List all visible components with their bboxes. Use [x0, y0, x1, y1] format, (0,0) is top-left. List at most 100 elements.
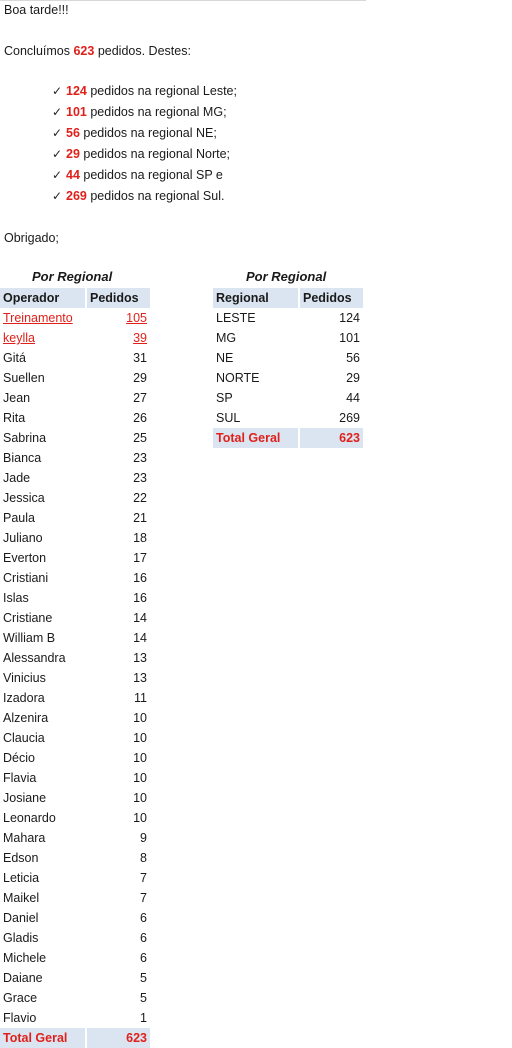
- bullet-item: ✓ 29 pedidos na regional Norte;: [52, 147, 230, 161]
- checkmark-icon: ✓: [52, 126, 63, 140]
- operator-value: 6: [140, 931, 147, 945]
- operator-value: 31: [133, 351, 147, 365]
- operator-row: Sabrina 25: [0, 428, 150, 448]
- region-total-value: 623: [298, 428, 363, 448]
- operator-row: Cristiane 14: [0, 608, 150, 628]
- region-value: 56: [346, 351, 360, 365]
- region-header-name: Regional: [213, 288, 298, 308]
- operator-value[interactable]: 39: [133, 331, 147, 345]
- operator-name: Gladis: [3, 931, 39, 945]
- operator-row: Alzenira 10: [0, 708, 150, 728]
- operator-value: 17: [133, 551, 147, 565]
- bullet-count: 124: [66, 84, 87, 98]
- operator-value: 9: [140, 831, 147, 845]
- intro-suffix: pedidos. Destes:: [97, 44, 191, 58]
- operator-name: Rita: [3, 411, 26, 425]
- bullet-count: 56: [66, 126, 80, 140]
- bullet-count: 29: [66, 147, 80, 161]
- region-name: SUL: [216, 411, 241, 425]
- operator-name: Jessica: [3, 491, 45, 505]
- operator-value: 10: [133, 751, 147, 765]
- operator-row: Suellen 29: [0, 368, 150, 388]
- operator-name: Everton: [3, 551, 47, 565]
- operator-value: 16: [133, 591, 147, 605]
- operator-name: Jade: [3, 471, 31, 485]
- operator-row: Leticia 7: [0, 868, 150, 888]
- operator-name: Claucia: [3, 731, 45, 745]
- bullet-text: pedidos na regional SP e: [83, 168, 223, 182]
- bullet-count: 269: [66, 189, 87, 203]
- checkmark-icon: ✓: [52, 189, 63, 203]
- region-row: NE 56: [213, 348, 363, 368]
- operator-value: 10: [133, 711, 147, 725]
- operator-name: Edson: [3, 851, 39, 865]
- operator-name: Leonardo: [3, 811, 56, 825]
- bullet-count: 101: [66, 105, 87, 119]
- operator-row: Gitá 31: [0, 348, 150, 368]
- region-value: 44: [346, 391, 360, 405]
- operator-value[interactable]: 105: [126, 311, 147, 325]
- operator-name: Jean: [3, 391, 31, 405]
- checkmark-icon: ✓: [52, 105, 63, 119]
- operator-value: 8: [140, 851, 147, 865]
- region-table-caption: Por Regional: [246, 269, 327, 284]
- operator-row: keylla 39: [0, 328, 150, 348]
- region-name: NORTE: [216, 371, 260, 385]
- operator-row: Jessica 22: [0, 488, 150, 508]
- operator-name: Islas: [3, 591, 29, 605]
- operator-total-label: Total Geral: [0, 1028, 85, 1048]
- checkmark-icon: ✓: [52, 84, 63, 98]
- region-value: 269: [339, 411, 360, 425]
- operator-name: Daniel: [3, 911, 39, 925]
- operator-row: Treinamento 105: [0, 308, 150, 328]
- operator-name: Décio: [3, 751, 35, 765]
- region-row: MG 101: [213, 328, 363, 348]
- region-header-row: Regional Pedidos: [213, 288, 363, 308]
- operator-name[interactable]: keylla: [3, 331, 35, 345]
- operator-value: 10: [133, 771, 147, 785]
- checkmark-icon: ✓: [52, 147, 63, 161]
- operator-table: Operador Pedidos Treinamento 105 keylla 39 G…: [0, 288, 150, 1048]
- operator-row: Maikel 7: [0, 888, 150, 908]
- operator-row: Edson 8: [0, 848, 150, 868]
- bullet-item: ✓ 124 pedidos na regional Leste;: [52, 84, 237, 98]
- operator-row: Rita 26: [0, 408, 150, 428]
- region-row: SUL 269: [213, 408, 363, 428]
- bullet-item: ✓ 269 pedidos na regional Sul.: [52, 189, 224, 203]
- intro-line: Concluímos 623 pedidos. Destes:: [4, 44, 191, 58]
- region-header-value: Pedidos: [298, 288, 363, 308]
- operator-row: Décio 10: [0, 748, 150, 768]
- region-row: SP 44: [213, 388, 363, 408]
- operator-name: Leticia: [3, 871, 40, 885]
- operator-row: Daiane 5: [0, 968, 150, 988]
- operator-value: 11: [134, 691, 147, 705]
- region-value: 101: [339, 331, 360, 345]
- operator-row: Paula 21: [0, 508, 150, 528]
- region-table: Regional Pedidos LESTE 124 MG 101 NE 56 NORTE 2…: [213, 288, 363, 448]
- operator-value: 16: [133, 571, 147, 585]
- operator-name: Flavio: [3, 1011, 37, 1025]
- region-total-row: Total Geral 623: [213, 428, 363, 448]
- operator-row: Michele 6: [0, 948, 150, 968]
- operator-value: 22: [133, 491, 147, 505]
- operator-row: Bianca 23: [0, 448, 150, 468]
- operator-value: 14: [133, 611, 147, 625]
- operator-name: William B: [3, 631, 56, 645]
- operator-header-row: Operador Pedidos: [0, 288, 150, 308]
- operator-header-name: Operador: [0, 288, 85, 308]
- operator-name: Mahara: [3, 831, 46, 845]
- operator-value: 1: [140, 1011, 147, 1025]
- operator-row: Mahara 9: [0, 828, 150, 848]
- operator-value: 7: [140, 871, 147, 885]
- operator-row: Juliano 18: [0, 528, 150, 548]
- operator-value: 25: [133, 431, 147, 445]
- operator-row: Jade 23: [0, 468, 150, 488]
- region-value: 29: [346, 371, 360, 385]
- operator-row: Vinicius 13: [0, 668, 150, 688]
- operator-value: 18: [133, 531, 147, 545]
- operator-header-value: Pedidos: [85, 288, 150, 308]
- operator-value: 10: [133, 791, 147, 805]
- operator-name[interactable]: Treinamento: [3, 311, 73, 325]
- operator-value: 23: [133, 471, 147, 485]
- bullet-item: ✓ 101 pedidos na regional MG;: [52, 105, 227, 119]
